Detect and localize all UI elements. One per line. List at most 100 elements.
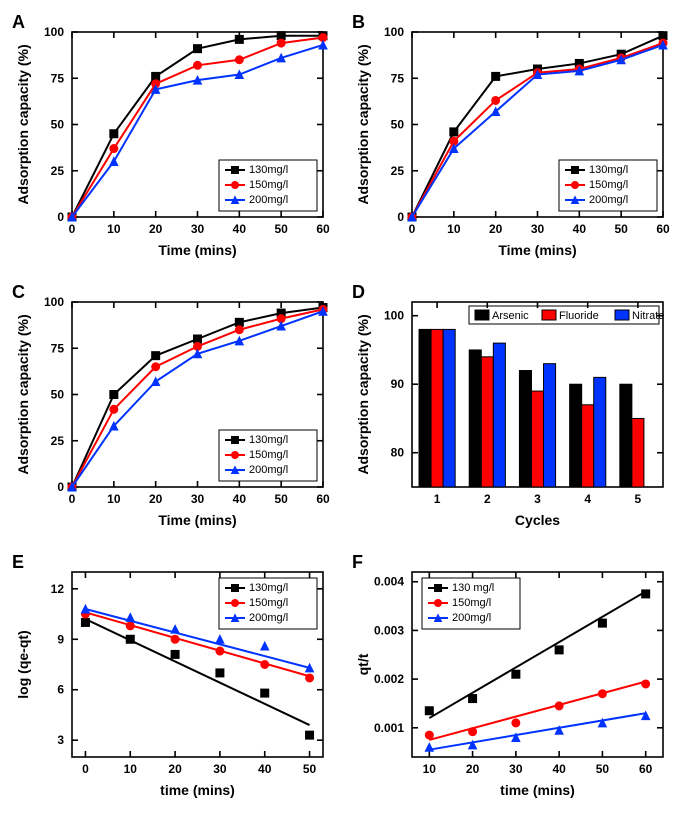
svg-text:Adsorption capacity (%): Adsorption capacity (%) — [15, 314, 31, 474]
svg-text:20: 20 — [466, 762, 480, 776]
svg-text:80: 80 — [391, 446, 405, 460]
svg-text:40: 40 — [552, 762, 566, 776]
svg-text:50: 50 — [303, 762, 317, 776]
svg-text:20: 20 — [168, 762, 182, 776]
svg-text:10: 10 — [107, 492, 121, 506]
svg-text:Time (mins): Time (mins) — [158, 242, 236, 258]
svg-text:30: 30 — [191, 492, 205, 506]
svg-text:6: 6 — [57, 683, 64, 697]
svg-text:40: 40 — [233, 492, 247, 506]
svg-text:130mg/l: 130mg/l — [249, 582, 288, 594]
chart-B: 01020304050600255075100Time (mins)Adsorp… — [350, 10, 675, 265]
svg-text:150mg/l: 150mg/l — [452, 597, 491, 609]
svg-text:200mg/l: 200mg/l — [249, 464, 288, 476]
panel-label-A: A — [12, 12, 25, 33]
svg-text:150mg/l: 150mg/l — [249, 179, 288, 191]
svg-text:qt/t: qt/t — [355, 653, 371, 675]
chart-E: 0102030405036912time (mins)log (qe-qt)13… — [10, 550, 335, 805]
svg-text:50: 50 — [391, 118, 405, 132]
svg-text:60: 60 — [639, 762, 653, 776]
svg-text:130mg/l: 130mg/l — [249, 434, 288, 446]
svg-text:90: 90 — [391, 377, 405, 391]
svg-text:5: 5 — [635, 492, 642, 506]
svg-text:130mg/l: 130mg/l — [249, 164, 288, 176]
svg-text:20: 20 — [149, 222, 163, 236]
panel-label-E: E — [12, 552, 24, 573]
svg-text:50: 50 — [51, 118, 65, 132]
svg-text:25: 25 — [391, 164, 405, 178]
chart-grid: A 01020304050600255075100Time (mins)Adso… — [10, 10, 675, 810]
svg-text:0.004: 0.004 — [374, 575, 404, 589]
svg-text:0: 0 — [82, 762, 89, 776]
svg-text:0: 0 — [409, 222, 416, 236]
svg-text:Time (mins): Time (mins) — [158, 512, 236, 528]
svg-text:30: 30 — [531, 222, 545, 236]
svg-text:10: 10 — [423, 762, 437, 776]
svg-text:20: 20 — [149, 492, 163, 506]
svg-text:50: 50 — [614, 222, 628, 236]
panel-label-F: F — [352, 552, 363, 573]
svg-text:60: 60 — [316, 222, 330, 236]
svg-text:0: 0 — [69, 222, 76, 236]
svg-text:30: 30 — [213, 762, 227, 776]
svg-text:Time (mins): Time (mins) — [498, 242, 576, 258]
svg-text:Nitrate: Nitrate — [632, 310, 664, 322]
chart-A: 01020304050600255075100Time (mins)Adsorp… — [10, 10, 335, 265]
panel-F: F 1020304050600.0010.0020.0030.004time (… — [350, 550, 675, 810]
svg-text:75: 75 — [51, 71, 65, 85]
svg-text:9: 9 — [57, 632, 64, 646]
svg-text:12: 12 — [51, 582, 65, 596]
svg-text:100: 100 — [384, 309, 404, 323]
panel-label-C: C — [12, 282, 25, 303]
panel-B: B 01020304050600255075100Time (mins)Adso… — [350, 10, 675, 270]
svg-text:30: 30 — [509, 762, 523, 776]
svg-text:200mg/l: 200mg/l — [452, 612, 491, 624]
svg-text:Cycles: Cycles — [515, 512, 560, 528]
svg-text:0: 0 — [57, 480, 64, 494]
panel-A: A 01020304050600255075100Time (mins)Adso… — [10, 10, 335, 270]
svg-text:60: 60 — [316, 492, 330, 506]
svg-text:40: 40 — [573, 222, 587, 236]
svg-text:Fluoride: Fluoride — [559, 310, 599, 322]
svg-text:Adsorption capacity (%): Adsorption capacity (%) — [355, 314, 371, 474]
svg-text:100: 100 — [384, 25, 404, 39]
svg-text:Arsenic: Arsenic — [492, 310, 529, 322]
svg-text:10: 10 — [107, 222, 121, 236]
svg-text:0.003: 0.003 — [374, 623, 404, 637]
svg-text:0: 0 — [397, 210, 404, 224]
svg-text:200mg/l: 200mg/l — [249, 612, 288, 624]
panel-label-D: D — [352, 282, 365, 303]
panel-C: C 01020304050600255075100Time (mins)Adso… — [10, 280, 335, 540]
chart-C: 01020304050600255075100Time (mins)Adsorp… — [10, 280, 335, 535]
chart-F: 1020304050600.0010.0020.0030.004time (mi… — [350, 550, 675, 805]
svg-text:Adsorption capacity (%): Adsorption capacity (%) — [355, 44, 371, 204]
svg-text:25: 25 — [51, 434, 65, 448]
svg-text:4: 4 — [584, 492, 591, 506]
svg-text:50: 50 — [274, 222, 288, 236]
svg-text:Adsorption capacity (%): Adsorption capacity (%) — [15, 44, 31, 204]
svg-text:1: 1 — [434, 492, 441, 506]
panel-E: E 0102030405036912time (mins)log (qe-qt)… — [10, 550, 335, 810]
svg-text:100: 100 — [44, 295, 64, 309]
svg-text:100: 100 — [44, 25, 64, 39]
svg-text:20: 20 — [489, 222, 503, 236]
svg-text:10: 10 — [447, 222, 461, 236]
svg-text:0: 0 — [57, 210, 64, 224]
svg-text:30: 30 — [191, 222, 205, 236]
svg-text:time (mins): time (mins) — [160, 782, 235, 798]
svg-text:log (qe-qt): log (qe-qt) — [15, 630, 31, 698]
svg-text:50: 50 — [274, 492, 288, 506]
svg-text:130 mg/l: 130 mg/l — [452, 582, 494, 594]
svg-text:40: 40 — [233, 222, 247, 236]
svg-text:0.002: 0.002 — [374, 672, 404, 686]
svg-text:150mg/l: 150mg/l — [249, 597, 288, 609]
svg-text:40: 40 — [258, 762, 272, 776]
svg-text:50: 50 — [51, 388, 65, 402]
svg-text:0: 0 — [69, 492, 76, 506]
svg-text:150mg/l: 150mg/l — [589, 179, 628, 191]
panel-D: D 123458090100CyclesAdsorption capacity … — [350, 280, 675, 540]
svg-text:75: 75 — [391, 71, 405, 85]
svg-text:150mg/l: 150mg/l — [249, 449, 288, 461]
svg-text:50: 50 — [596, 762, 610, 776]
svg-text:200mg/l: 200mg/l — [589, 194, 628, 206]
